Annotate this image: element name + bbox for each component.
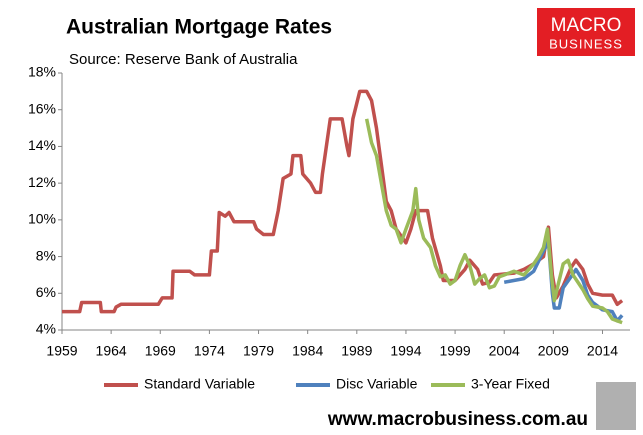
data-line xyxy=(62,89,624,314)
y-tick-label: 12% xyxy=(28,174,56,190)
y-tick-label: 6% xyxy=(36,284,56,300)
y-tick-label: 18% xyxy=(28,64,56,80)
logo-text: BUSINESS xyxy=(549,36,623,51)
data-line xyxy=(364,118,623,325)
chart-subtitle: Source: Reserve Bank of Australia xyxy=(69,51,298,68)
x-tick-label: 1989 xyxy=(341,343,372,359)
x-tick-label: 2014 xyxy=(587,343,618,359)
x-tick-label: 1979 xyxy=(243,343,274,359)
logo-icon xyxy=(596,382,636,430)
legend-label: Disc Variable xyxy=(336,376,418,392)
y-tick-label: 10% xyxy=(28,211,56,227)
x-tick-label: 1959 xyxy=(46,343,77,359)
x-tick-label: 1999 xyxy=(440,343,471,359)
y-tick-label: 4% xyxy=(36,321,56,337)
x-tick-label: 2004 xyxy=(489,343,520,359)
logo-text: MACRO xyxy=(551,15,622,36)
x-tick-label: 1984 xyxy=(292,343,323,359)
legend-label: Standard Variable xyxy=(144,376,255,392)
x-tick-label: 1969 xyxy=(145,343,176,359)
footer: www.macrobusiness.com.au xyxy=(327,409,588,430)
legend-label: 3-Year Fixed xyxy=(471,376,550,392)
x-tick-label: 1994 xyxy=(390,343,421,359)
y-tick-label: 14% xyxy=(28,137,56,153)
logo xyxy=(537,8,635,56)
y-tick-label: 8% xyxy=(36,247,56,263)
chart-title: Australian Mortgage Rates xyxy=(66,16,332,39)
y-tick-label: 16% xyxy=(28,100,56,116)
x-tick-label: 1964 xyxy=(96,343,127,359)
x-tick-label: 1974 xyxy=(194,343,225,359)
x-tick-label: 2009 xyxy=(538,343,569,359)
